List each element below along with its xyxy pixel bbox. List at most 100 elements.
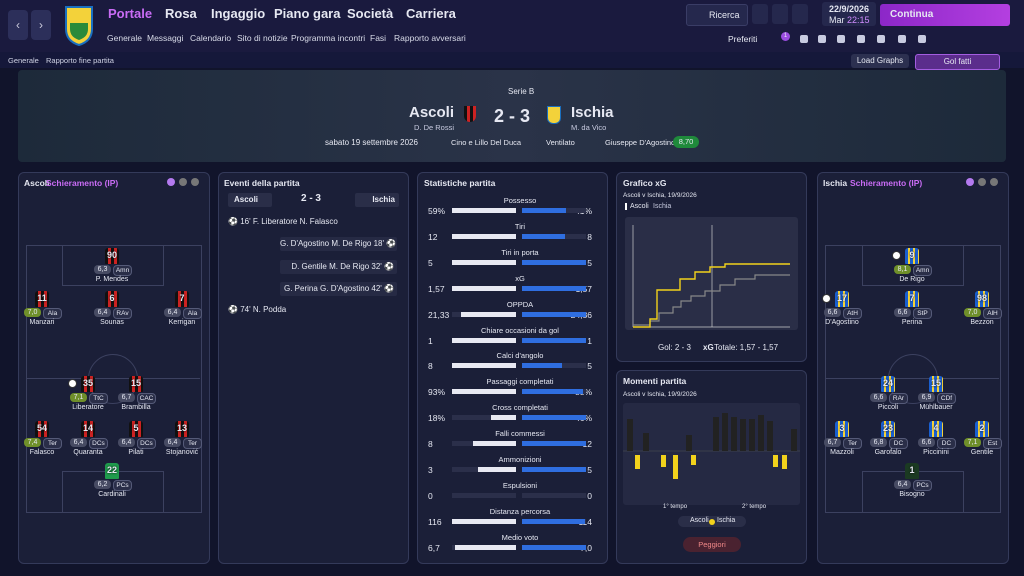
favorites[interactable]: Preferiti	[728, 34, 758, 44]
player-name[interactable]: Perina	[901, 319, 923, 326]
xg-tab[interactable]: Ischia	[653, 203, 672, 210]
player-name[interactable]: Piccoli	[877, 404, 899, 411]
player-number: 90	[106, 250, 117, 260]
player-rating: 6,8	[870, 438, 887, 447]
player-name[interactable]: Kerrigan	[168, 319, 196, 326]
player-name[interactable]: Cardinali	[98, 491, 126, 498]
player-position: PCs	[913, 480, 932, 491]
icon-button[interactable]	[772, 4, 788, 24]
xg-chart	[625, 217, 798, 330]
pitch	[26, 245, 202, 513]
nav-icon[interactable]	[857, 35, 865, 43]
nav-subtab[interactable]: Generale	[107, 33, 142, 43]
player-rating: 6,9	[918, 393, 935, 402]
nav-subtab[interactable]: Messaggi	[147, 33, 184, 43]
breadcrumb[interactable]: Rapporto fine partita	[46, 56, 114, 65]
nav-icon[interactable]	[837, 35, 845, 43]
breadcrumb[interactable]: Generale	[8, 56, 39, 65]
player-shirt	[175, 421, 189, 437]
stat-label: OPPDA	[506, 299, 534, 309]
forward-button[interactable]: ›	[31, 10, 51, 40]
player-position: Est	[983, 438, 1002, 449]
player-name[interactable]: Pilati	[128, 449, 144, 456]
goals-filter[interactable]: Gol fatti	[915, 54, 1000, 70]
page-dot[interactable]	[167, 178, 175, 186]
continue-button[interactable]: Continua	[880, 4, 1010, 26]
date-box	[822, 2, 876, 26]
nav-subtab[interactable]: Calendario	[190, 33, 232, 43]
nav-tab[interactable]: Ingaggio	[211, 6, 266, 21]
worst-button[interactable]: Peggiori	[683, 537, 741, 552]
stat-label: Medio voto	[501, 532, 539, 542]
nav-subtab[interactable]: Fasi	[370, 33, 387, 43]
player-name[interactable]: Liberatore	[72, 404, 104, 411]
event-row: G. D'Agostino M. De Rigo 18' ⚽	[280, 237, 397, 251]
player-name[interactable]: Stojanović	[165, 449, 199, 456]
stat-label: Distanza percorsa	[489, 506, 551, 516]
player-position: AlH	[983, 308, 1002, 319]
player-name[interactable]: De Rigo	[899, 276, 925, 283]
page-dot[interactable]	[966, 178, 974, 186]
player-name[interactable]: Sounas	[100, 319, 124, 326]
player-name[interactable]: Gentile	[970, 449, 994, 456]
search-box[interactable]: Ricerca	[686, 4, 748, 26]
pitch	[825, 245, 1001, 513]
stat-home: 1	[428, 335, 433, 346]
player-name[interactable]: P. Mendes	[95, 276, 129, 283]
player-name[interactable]: Bezzon	[970, 319, 994, 326]
nav-icon[interactable]	[898, 35, 906, 43]
back-button[interactable]: ‹	[8, 10, 28, 40]
stat-label: Ammonizioni	[498, 455, 542, 464]
player-name[interactable]: Bisogno	[899, 491, 925, 498]
stat-home: 8	[428, 361, 433, 372]
player-rating: 7,1	[70, 393, 87, 402]
player-shirt	[35, 291, 49, 307]
player-name[interactable]: Manzari	[29, 319, 55, 326]
player-number: 98	[976, 293, 987, 303]
player-name[interactable]: D'Agostino	[825, 319, 859, 326]
nav-tab[interactable]: Rosa	[165, 6, 197, 21]
nav-subtab[interactable]: Sito di notizie	[237, 33, 288, 43]
page-dot[interactable]	[191, 178, 199, 186]
stat-bar-away	[522, 233, 565, 239]
player-shirt	[975, 421, 989, 437]
page-dot[interactable]	[179, 178, 187, 186]
page-dot[interactable]	[978, 178, 986, 186]
player-number: 4	[933, 423, 939, 433]
player-name[interactable]: Falasco	[29, 449, 55, 456]
nav-tab[interactable]: Carriera	[406, 6, 456, 21]
nav-icon[interactable]	[818, 35, 826, 43]
nav-icon[interactable]	[800, 35, 808, 43]
player-rating: 6,6	[870, 393, 887, 402]
player-name[interactable]: Garofalo	[874, 449, 902, 456]
icon-button[interactable]	[752, 4, 768, 24]
nav-tab[interactable]: Società	[347, 6, 394, 21]
player-number: 23	[882, 423, 893, 433]
nav-subtab[interactable]: Rapporto avversari	[394, 33, 466, 43]
load-graphs-button[interactable]: Load Graphs	[851, 54, 909, 68]
event-text: D. Gentile	[291, 262, 327, 271]
nav-tab[interactable]: Piano gara	[274, 6, 341, 21]
player-rating: 6,3	[94, 265, 111, 274]
icon-button[interactable]	[792, 4, 808, 24]
nav-subtab[interactable]: Programma incontri	[291, 33, 366, 43]
xg-tab[interactable]: Ascoli	[625, 203, 649, 210]
player-name[interactable]: Mazzoli	[830, 449, 854, 456]
player-name[interactable]: Piccinini	[923, 449, 949, 456]
nav-icon[interactable]	[877, 35, 885, 43]
nav-tab[interactable]: Portale	[108, 6, 153, 21]
player-shirt	[929, 376, 943, 392]
player-number: 7	[909, 293, 915, 303]
nav-icon[interactable]	[918, 35, 926, 43]
legend-item: Ischia	[717, 517, 736, 524]
badge: 1	[781, 32, 790, 41]
player-name[interactable]: Quaranta	[73, 449, 103, 456]
breadcrumb-bar	[0, 52, 1024, 68]
page-dot[interactable]	[990, 178, 998, 186]
player-number: 9	[909, 250, 915, 260]
stat-label: xG	[515, 273, 525, 283]
player-shirt	[905, 291, 919, 307]
player-name[interactable]: Mühlbauer	[919, 404, 953, 411]
team-name: Ischia	[823, 178, 848, 188]
player-name[interactable]: Brambilla	[121, 404, 151, 411]
